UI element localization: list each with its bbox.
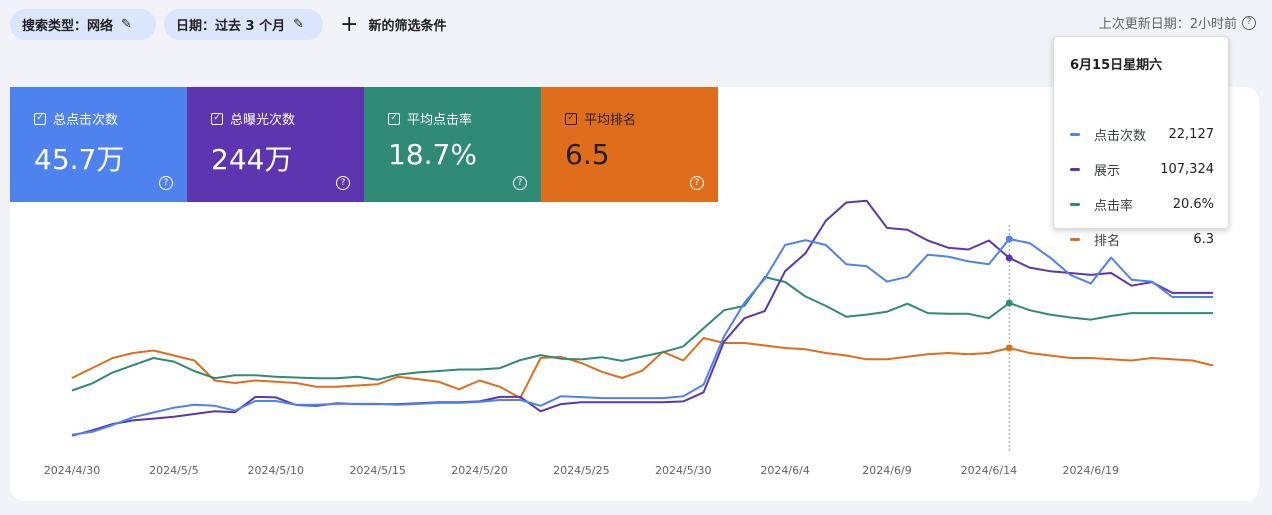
highlight-point-点击率 [1005,299,1013,307]
search-type-filter-chip[interactable]: 搜索类型：网络 ✎ [10,9,156,40]
metric-value: 6.5 [565,138,610,171]
metric-label: 总点击次数 [53,113,119,128]
metric-label: 平均点击率 [407,113,473,128]
checkbox-checked-icon[interactable]: ✓ [388,112,400,125]
checkbox-checked-icon[interactable]: ✓ [211,112,223,125]
tooltip-row-impressions: 展示 107,324 [1070,160,1214,179]
help-icon[interactable]: ? [690,176,704,190]
metric-card-average-position[interactable]: ✓ 平均排名 6.5 ? [541,87,718,202]
legend-dash-icon [1070,202,1080,206]
help-icon[interactable]: ? [1242,15,1256,30]
highlight-point-展示 [1005,254,1013,262]
date-filter-label: 日期：过去 3 个月 [176,19,286,34]
tooltip-series-name: 点击次数 [1094,128,1147,144]
help-icon[interactable]: ? [513,176,527,190]
x-tick-label: 2024/6/14 [961,464,1017,477]
help-icon[interactable]: ? [159,176,173,190]
legend-dash-icon [1070,237,1080,241]
metric-value: 18.7% [388,138,477,171]
highlight-point-点击次数 [1005,235,1013,243]
edit-pencil-icon: ✎ [293,17,305,32]
plus-icon: + [340,11,359,37]
tooltip-series-value: 22,127 [1168,126,1215,142]
add-filter-label: 新的筛选条件 [368,19,447,34]
legend-dash-icon [1070,167,1080,171]
add-filter-button[interactable]: + 新的筛选条件 [340,9,446,40]
metric-card-average-ctr[interactable]: ✓ 平均点击率 18.7% ? [364,87,541,202]
tooltip-row-ctr: 点击率 20.6% [1070,195,1214,214]
filter-bar: 搜索类型：网络 ✎ 日期：过去 3 个月 ✎ + 新的筛选条件 上次更新日期：2… [0,0,1272,50]
tooltip-series-name: 排名 [1094,233,1121,249]
series-line-展示 [71,199,1213,437]
metric-value: 244万 [211,143,293,176]
last-updated: 上次更新日期：2小时前 ? [1099,13,1256,32]
series-line-排名 [71,337,1214,399]
tooltip-series-name: 点击率 [1094,198,1134,214]
x-tick-label: 2024/5/20 [451,464,507,477]
x-axis-ticks: 2024/4/30 2024/5/5 2024/5/10 2024/5/15 2024/… [44,464,1119,477]
x-tick-label: 2024/6/19 [1063,464,1119,477]
checkbox-checked-icon[interactable]: ✓ [34,112,46,125]
x-tick-label: 2024/5/15 [349,464,405,477]
x-tick-label: 2024/5/30 [655,464,711,477]
metric-card-total-impressions[interactable]: ✓ 总曝光次数 244万 ? [187,87,364,202]
metric-label: 平均排名 [584,113,637,128]
x-tick-label: 2024/5/10 [248,464,304,477]
highlight-point-排名 [1005,344,1013,352]
series-line-点击次数 [71,238,1213,436]
x-tick-label: 2024/5/25 [553,464,609,477]
metric-label: 总曝光次数 [230,113,296,128]
date-filter-chip[interactable]: 日期：过去 3 个月 ✎ [164,9,323,40]
metric-card-total-clicks[interactable]: ✓ 总点击次数 45.7万 ? [10,87,187,202]
search-type-filter-label: 搜索类型：网络 [22,19,114,34]
edit-pencil-icon: ✎ [121,17,132,32]
tooltip-row-clicks: 点击次数 22,127 [1070,125,1215,144]
x-tick-label: 2024/5/5 [149,464,198,477]
tooltip-series-value: 20.6% [1172,196,1214,212]
legend-dash-icon [1070,132,1080,136]
tooltip-date: 6月15日星期六 [1070,58,1163,73]
tooltip-row-position: 排名 6.3 [1070,230,1214,249]
x-tick-label: 2024/6/4 [760,464,809,477]
help-icon[interactable]: ? [336,176,350,190]
series-line-点击率 [71,276,1213,392]
chart-tooltip: 6月15日星期六 点击次数 22,127 展示 107,324 点击率 20.6… [1053,36,1229,249]
tooltip-series-name: 展示 [1094,163,1121,179]
metric-value: 45.7万 [34,143,125,176]
x-tick-label: 2024/4/30 [44,464,100,477]
last-updated-text: 上次更新日期：2小时前 [1098,17,1237,32]
x-tick-label: 2024/6/9 [862,464,911,477]
tooltip-series-value: 107,324 [1160,161,1214,177]
checkbox-checked-icon[interactable]: ✓ [565,112,577,125]
tooltip-series-value: 6.3 [1193,231,1214,247]
